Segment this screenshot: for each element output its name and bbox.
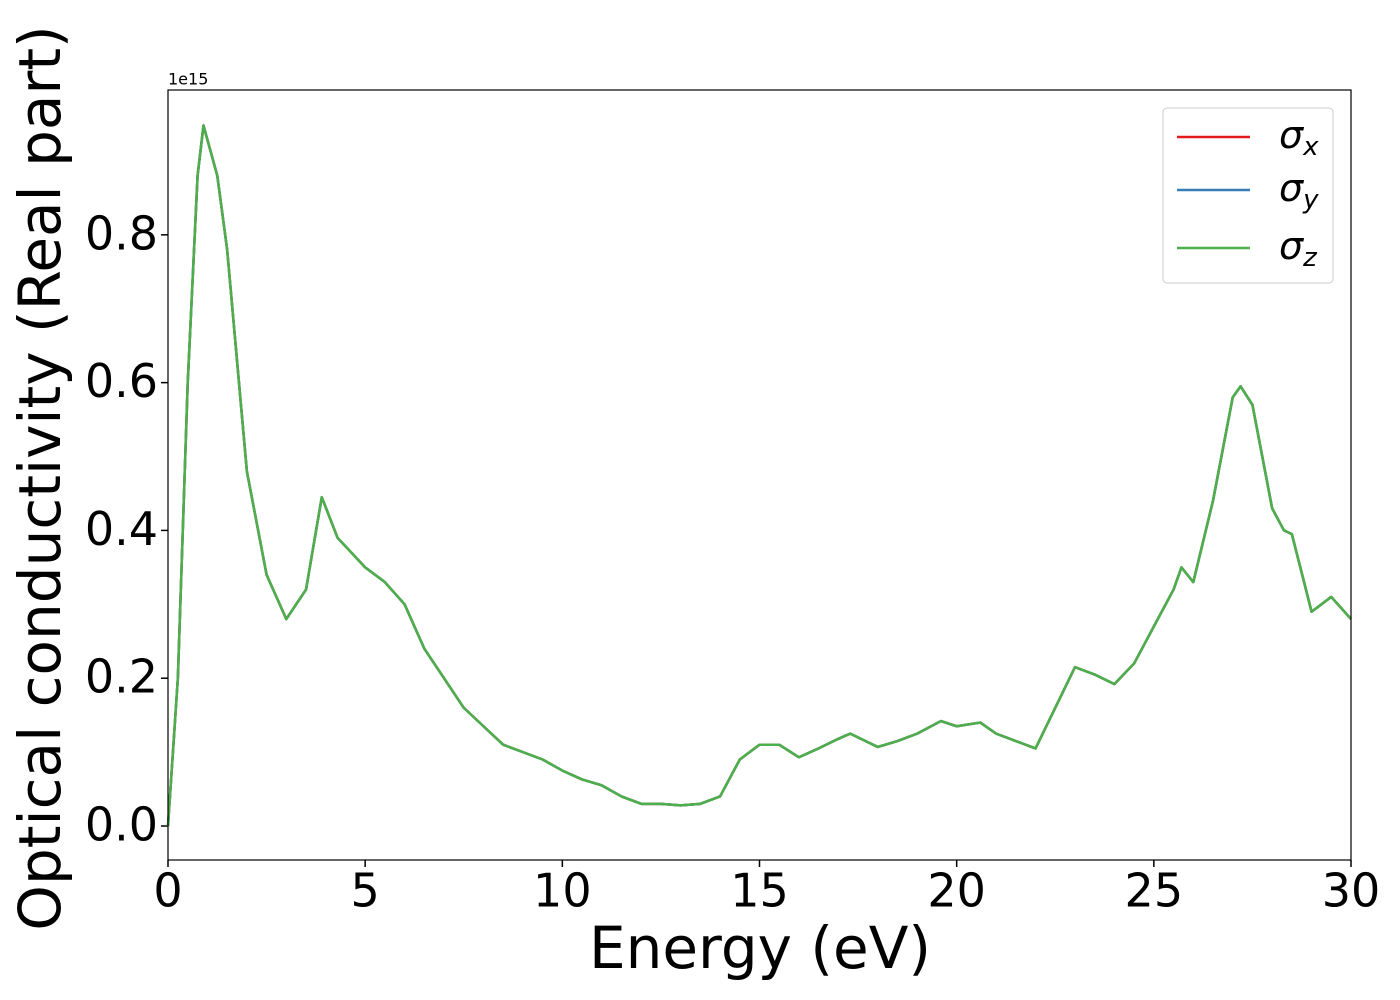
x-axis-label: Energy (eV) bbox=[589, 914, 931, 982]
y-tick-label: 0.8 bbox=[85, 206, 158, 260]
x-tick-label: 25 bbox=[1125, 864, 1184, 918]
x-tick-label: 15 bbox=[730, 864, 789, 918]
y-tick-label: 0.6 bbox=[85, 354, 158, 408]
y-tick-label: 0.2 bbox=[85, 650, 158, 704]
y-tick-label: 0.0 bbox=[85, 798, 158, 852]
x-tick-label: 20 bbox=[927, 864, 986, 918]
line-series bbox=[166, 124, 1352, 827]
x-tick-label: 10 bbox=[533, 864, 592, 918]
x-tick-label: 30 bbox=[1322, 864, 1381, 918]
legend-label: σx bbox=[1279, 113, 1319, 162]
y-offset-label: 1e15 bbox=[168, 70, 208, 89]
legend-box bbox=[1162, 107, 1334, 284]
x-tick-label: 5 bbox=[351, 864, 380, 918]
y-tick-label: 0.4 bbox=[85, 502, 158, 556]
legend-label: σz bbox=[1279, 224, 1318, 273]
plot-frame bbox=[167, 89, 1352, 861]
x-tick-label: 0 bbox=[153, 864, 182, 918]
y-axis-label: Optical conductivity (Real part) bbox=[6, 25, 74, 930]
legend-label: σy bbox=[1279, 166, 1319, 215]
